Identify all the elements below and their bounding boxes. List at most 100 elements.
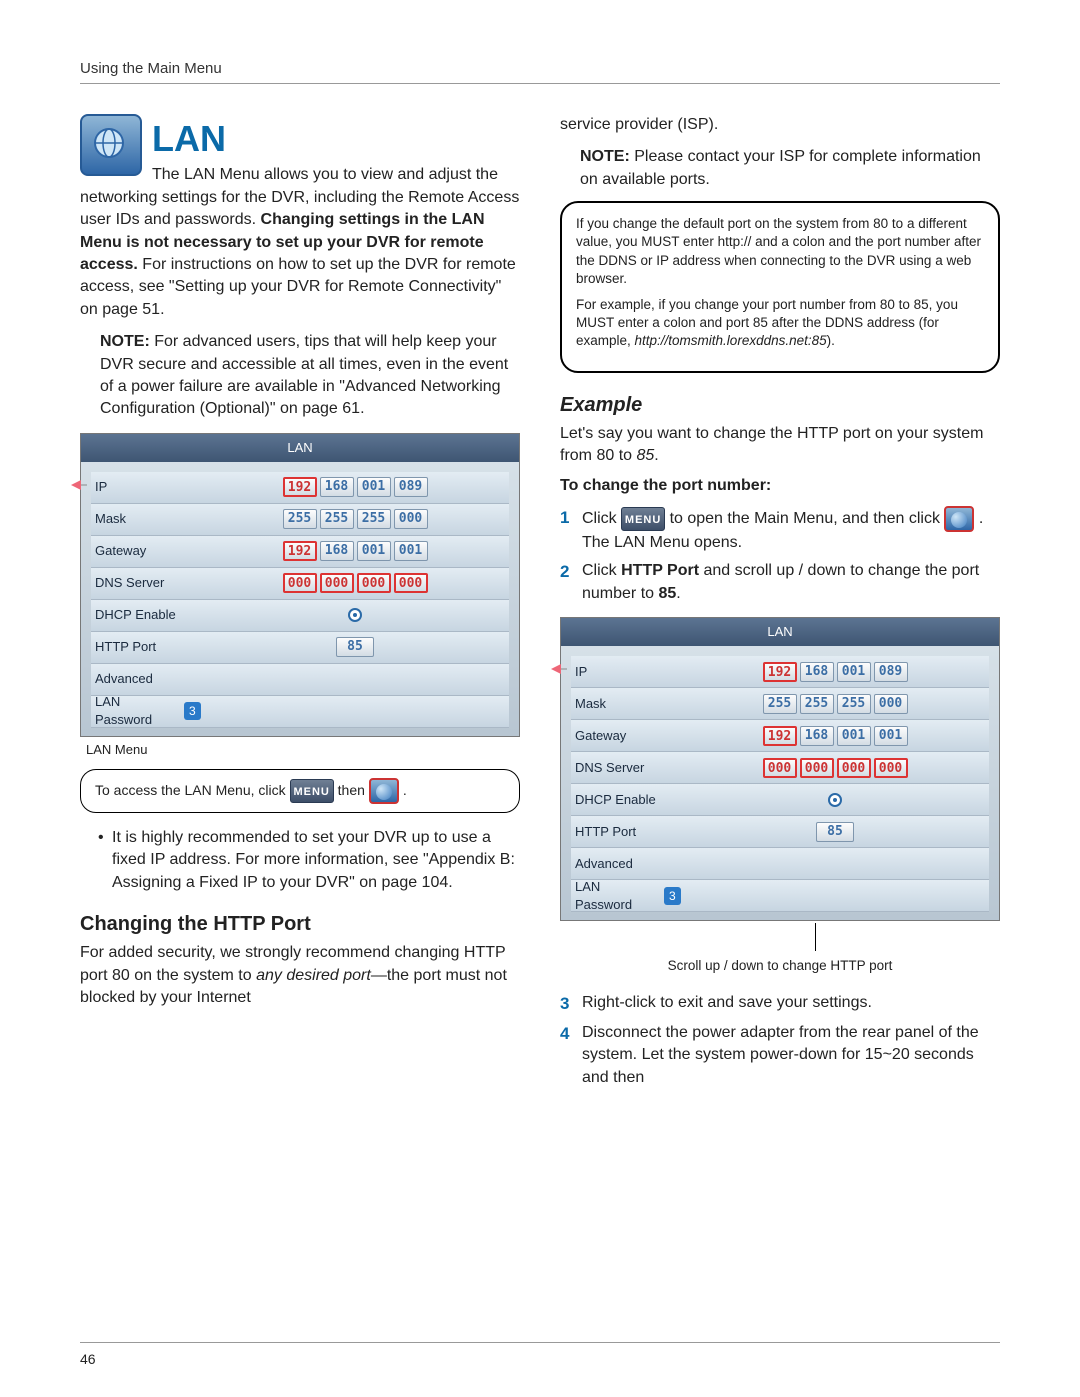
octet: 000 — [320, 573, 354, 593]
s3: Right-click to exit and save your settin… — [582, 992, 1000, 1014]
lan-row-value: 255255255000 — [201, 504, 509, 536]
octet: 000 — [874, 694, 908, 714]
http-label: HTTP Port — [571, 816, 681, 848]
octet: 000 — [763, 758, 797, 778]
octet: 089 — [874, 662, 908, 682]
ex-b: . — [654, 447, 658, 464]
advanced-label: Advanced — [571, 848, 681, 880]
ex-i: 85 — [636, 447, 654, 464]
lan-row-label: DNS Server — [571, 752, 681, 784]
lan-menu-caption: LAN Menu — [86, 741, 520, 759]
octet: 001 — [837, 726, 871, 746]
octet: 255 — [800, 694, 834, 714]
octet: 192 — [763, 662, 797, 682]
lan-row: Gateway192168001001 — [91, 536, 509, 568]
octet: 000 — [394, 573, 428, 593]
s2c: . — [676, 585, 680, 602]
octet: 000 — [874, 758, 908, 778]
octet: 255 — [357, 509, 391, 529]
octet: 255 — [837, 694, 871, 714]
page-header: Using the Main Menu — [80, 60, 1000, 84]
octet: 255 — [283, 509, 317, 529]
lan-row-label: Gateway — [571, 720, 681, 752]
octet: 255 — [763, 694, 797, 714]
step-1: 1 Click MENU to open the Main Menu, and … — [560, 506, 1000, 554]
callout-2b: ). — [827, 333, 835, 348]
dhcp-label: DHCP Enable — [571, 784, 681, 816]
note-label: NOTE: — [100, 333, 150, 350]
octet: 000 — [800, 758, 834, 778]
left-column: LAN The LAN Menu allows you to view and … — [80, 114, 520, 1095]
s1a: Click — [582, 510, 621, 527]
http-label: HTTP Port — [91, 632, 201, 664]
step-num-4: 4 — [560, 1022, 582, 1046]
pwd-badge: 3 — [184, 702, 201, 720]
pwd-label: LAN Password — [95, 693, 178, 729]
lan-menu-body-2: IP192168001089Mask255255255000Gateway192… — [561, 646, 999, 920]
menu-button-icon: MENU — [621, 507, 665, 531]
lan-row-label: Mask — [91, 504, 201, 536]
tip-pre: To access the LAN Menu, click — [95, 781, 286, 801]
advanced-label: Advanced — [91, 664, 201, 696]
lan-row-value: 192168001089 — [681, 656, 989, 688]
lan-button-icon — [369, 778, 399, 804]
step-3: 3 Right-click to exit and save your sett… — [560, 992, 1000, 1016]
lan-row: Mask255255255000 — [91, 504, 509, 536]
lan-row-label: IP — [91, 472, 201, 504]
s2bold2: 85 — [658, 585, 676, 602]
octet: 001 — [837, 662, 871, 682]
s2a: Click — [582, 562, 621, 579]
lan-menu-title: LAN — [81, 434, 519, 462]
footer-rule — [80, 1342, 1000, 1343]
lan-row: Mask255255255000 — [571, 688, 989, 720]
octet: 001 — [394, 541, 428, 561]
callout-p2: For example, if you change your port num… — [576, 296, 984, 351]
pin-icon — [69, 478, 87, 492]
note-text-1: For advanced users, tips that will help … — [100, 333, 508, 417]
s1b: to open the Main Menu, and then click — [670, 510, 945, 527]
port-callout: If you change the default port on the sy… — [560, 201, 1000, 373]
step-num-1: 1 — [560, 506, 582, 530]
s2bold: HTTP Port — [621, 562, 699, 579]
note-label-2: NOTE: — [580, 148, 630, 165]
lan-menu-body: IP192168001089Mask255255255000Gateway192… — [81, 462, 519, 736]
isp-cont: service provider (ISP). — [560, 114, 1000, 136]
step-4: 4 Disconnect the power adapter from the … — [560, 1022, 1000, 1089]
lan-row: IP192168001089 — [571, 656, 989, 688]
octet: 001 — [357, 477, 391, 497]
changing-http-head: Changing the HTTP Port — [80, 910, 520, 938]
step-num-3: 3 — [560, 992, 582, 1016]
to-change-head: To change the port number: — [560, 475, 1000, 497]
s4: Disconnect the power adapter from the re… — [582, 1022, 1000, 1089]
lan-row: DNS Server000000000000 — [91, 568, 509, 600]
lan-row-value: 255255255000 — [681, 688, 989, 720]
bullet-dot: • — [98, 827, 112, 894]
lan-menu-title-2: LAN — [561, 618, 999, 646]
lan-icon — [80, 114, 142, 176]
dhcp-radio — [828, 793, 842, 807]
bullet-text: It is highly recommended to set your DVR… — [112, 827, 520, 894]
octet: 089 — [394, 477, 428, 497]
lan-row-label: Gateway — [91, 536, 201, 568]
octet: 192 — [283, 477, 317, 497]
octet: 255 — [320, 509, 354, 529]
callout-p1: If you change the default port on the sy… — [576, 215, 984, 288]
example-para: Let's say you want to change the HTTP po… — [560, 423, 1000, 468]
lan-intro: The LAN Menu allows you to view and adju… — [80, 164, 520, 321]
callout-2i: http://tomsmith.lorexddns.net:85 — [635, 333, 827, 348]
changing-http-para: For added security, we strongly recommen… — [80, 942, 520, 1009]
para2i: any desired port — [256, 967, 371, 984]
octet: 192 — [283, 541, 317, 561]
lan-button-icon — [944, 506, 974, 532]
lan-row-value: 192168001001 — [681, 720, 989, 752]
tip-end: . — [403, 781, 407, 801]
octet: 192 — [763, 726, 797, 746]
pwd-badge: 3 — [664, 887, 681, 905]
lan-row-label: IP — [571, 656, 681, 688]
lan-menu-screenshot-2: LAN IP192168001089Mask255255255000Gatewa… — [560, 617, 1000, 921]
scroll-pointer-line — [560, 923, 1000, 953]
lan-row: DNS Server000000000000 — [571, 752, 989, 784]
lan-row-value: 000000000000 — [201, 568, 509, 600]
octet: 168 — [320, 541, 354, 561]
lan-menu-screenshot: LAN IP192168001089Mask255255255000Gatewa… — [80, 433, 520, 737]
